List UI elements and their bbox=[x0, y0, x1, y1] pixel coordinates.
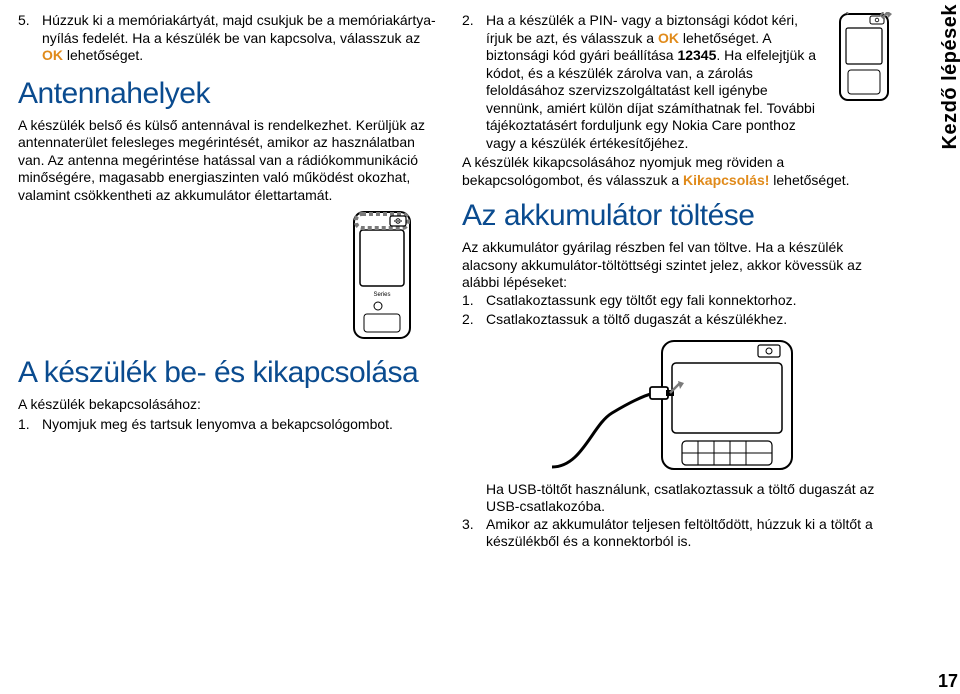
heading-charge: Az akkumulátor töltése bbox=[462, 199, 892, 233]
step-5-text: Húzzuk ki a memóriakártyát, majd csukjuk… bbox=[42, 12, 438, 65]
step-5-number: 5. bbox=[18, 12, 42, 65]
ok-label: OK bbox=[42, 47, 63, 63]
phone-pin-illustration bbox=[836, 12, 892, 102]
charge-step-2: 2. Csatlakoztassuk a töltő dugaszát a ké… bbox=[462, 311, 892, 329]
svg-text:Series: Series bbox=[373, 292, 390, 298]
charger-illustration bbox=[552, 335, 802, 475]
charge-step-1: 1. Csatlakoztassunk egy töltőt egy fali … bbox=[462, 292, 892, 310]
step-2-text: Ha a készülék a PIN- vagy a biztonsági k… bbox=[486, 12, 828, 152]
charge-step-1-text: Csatlakoztassunk egy töltőt egy fali kon… bbox=[486, 292, 892, 310]
charge-step-3: 3. Amikor az akkumulátor teljesen feltöl… bbox=[462, 516, 892, 551]
heading-power: A készülék be- és kikapcsolása bbox=[18, 356, 438, 390]
charge-step-2-number: 2. bbox=[462, 311, 486, 329]
antenna-paragraph: A készülék belső és külső antennával is … bbox=[18, 117, 438, 205]
right-column: 2. Ha a készülék a PIN- vagy a biztonság… bbox=[462, 12, 892, 682]
ok-label: OK bbox=[658, 30, 679, 46]
pin-step-row: 2. Ha a készülék a PIN- vagy a biztonság… bbox=[462, 12, 892, 154]
charge-step-1-number: 1. bbox=[462, 292, 486, 310]
charge-intro: Az akkumulátor gyárilag részben fel van … bbox=[462, 239, 892, 292]
step-2: 2. Ha a készülék a PIN- vagy a biztonság… bbox=[462, 12, 828, 152]
step-5: 5. Húzzuk ki a memóriakártyát, majd csuk… bbox=[18, 12, 438, 65]
step-2-number: 2. bbox=[462, 12, 486, 152]
power-off-paragraph: A készülék kikapcsolásához nyomjuk meg r… bbox=[462, 154, 892, 189]
charge-step-2-text: Csatlakoztassuk a töltő dugaszát a készü… bbox=[486, 311, 892, 329]
power-intro: A készülék bekapcsolásához: bbox=[18, 396, 438, 414]
charger-illustration-wrap bbox=[462, 335, 892, 475]
power-step-1-text: Nyomjuk meg és tartsuk lenyomva a bekapc… bbox=[42, 416, 438, 434]
power-step-1-number: 1. bbox=[18, 416, 42, 434]
charge-step-3-number: 3. bbox=[462, 516, 486, 551]
kikapcsolas-label: Kikapcsolás! bbox=[683, 172, 769, 188]
phone-antenna-illustration: Series bbox=[346, 210, 418, 340]
left-column: 5. Húzzuk ki a memóriakártyát, majd csuk… bbox=[18, 12, 438, 682]
page-number: 17 bbox=[938, 671, 958, 692]
power-step-1: 1. Nyomjuk meg és tartsuk lenyomva a bek… bbox=[18, 416, 438, 434]
antenna-illustration-row: Series bbox=[18, 210, 418, 340]
side-tab-label: Kezdő lépések bbox=[939, 4, 960, 149]
heading-antenna: Antennahelyek bbox=[18, 77, 438, 111]
charge-step-3-text: Amikor az akkumulátor teljesen feltöltőd… bbox=[486, 516, 892, 551]
usb-note: Ha USB-töltőt használunk, csatlakoztassu… bbox=[462, 481, 892, 516]
default-code: 12345 bbox=[677, 47, 716, 63]
